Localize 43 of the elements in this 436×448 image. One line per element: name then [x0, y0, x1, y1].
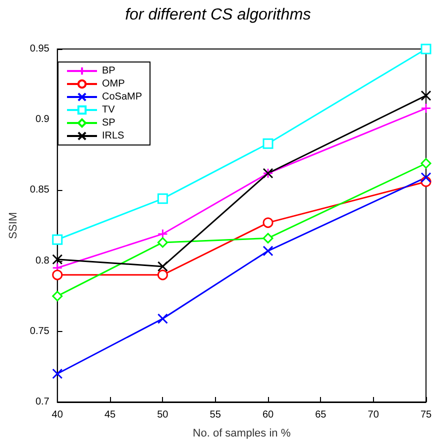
y-tick-label: 0.8: [35, 255, 50, 266]
x-tick-label: 55: [210, 410, 222, 420]
x-tick-label: 40: [52, 410, 64, 420]
chart-title: for different CS algorithms: [125, 6, 311, 24]
point: [157, 270, 168, 280]
x-tick-label: 65: [315, 410, 327, 420]
point: [52, 254, 63, 265]
point: [262, 232, 274, 244]
point: [52, 368, 63, 380]
y-tick-label: 0.9: [35, 114, 50, 126]
point: [262, 217, 274, 228]
y-tick-label: 0.75: [30, 326, 50, 337]
y-axis-title: SSIM: [8, 212, 20, 239]
point: [52, 270, 63, 280]
y-tick-label: 0.7: [35, 396, 50, 408]
y-tick-label: 0.85: [30, 184, 50, 196]
point: [262, 246, 274, 256]
x-axis-title: No. of samples in %: [192, 428, 291, 440]
legend-label: IRLS: [102, 130, 125, 142]
legend-label: TV: [102, 104, 116, 116]
x-tick-label: 50: [157, 410, 169, 420]
point: [157, 313, 168, 324]
point: [157, 228, 168, 240]
y-tick-label: 0.95: [30, 44, 50, 54]
point: [420, 103, 432, 114]
point: [420, 90, 432, 101]
x-tick-label: 75: [420, 410, 432, 420]
point: [262, 138, 274, 149]
point: [52, 290, 63, 302]
point: [157, 261, 168, 272]
point: [420, 172, 432, 183]
point: [157, 237, 168, 248]
legend-label: SP: [102, 118, 116, 128]
legend-label: BP: [102, 66, 116, 76]
point: [420, 44, 432, 54]
point: [420, 158, 432, 169]
legend-label: CoSaMP: [102, 92, 142, 102]
legend-label: OMP: [102, 78, 126, 90]
x-tick-label: 70: [368, 410, 380, 420]
point: [157, 193, 168, 204]
point: [52, 234, 63, 245]
x-tick-label: 60: [262, 410, 274, 420]
x-tick-label: 45: [104, 410, 116, 420]
